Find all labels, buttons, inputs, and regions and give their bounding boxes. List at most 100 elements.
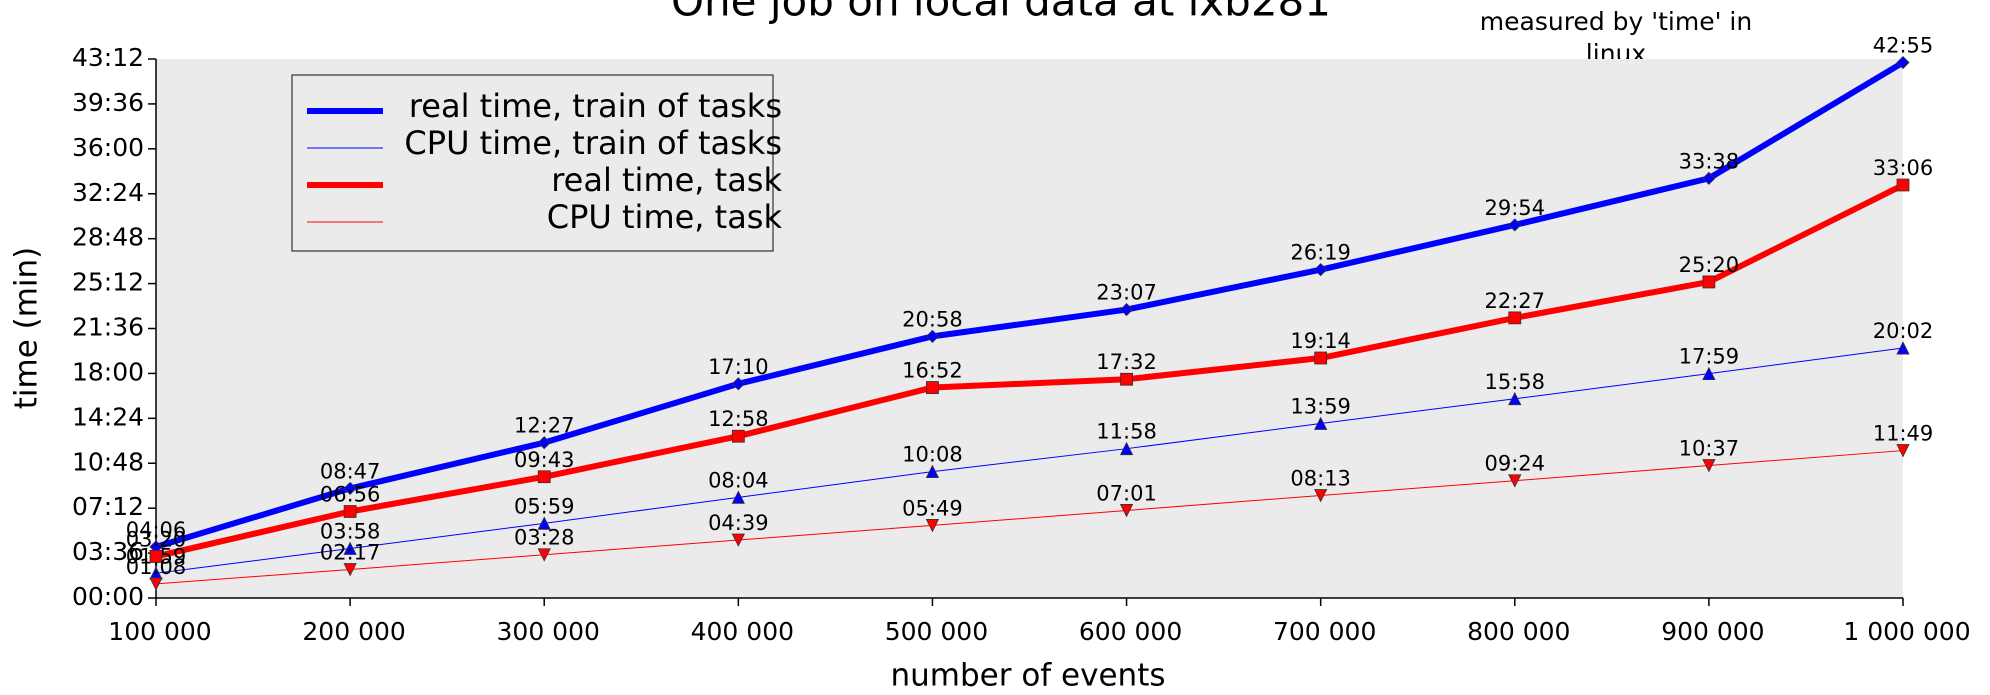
legend-label: CPU time, task (547, 198, 783, 236)
y-tick-label: 43:12 (72, 43, 144, 72)
marker (537, 548, 551, 562)
y-tick-label: 00:00 (72, 582, 144, 611)
marker (925, 464, 940, 478)
marker (1119, 441, 1134, 456)
data-label: 09:24 (1485, 452, 1546, 476)
x-axis-label: number of events (890, 658, 1165, 694)
marker (343, 481, 357, 495)
data-label: 03:20 (126, 527, 187, 551)
data-label: 12:27 (514, 414, 575, 438)
legend-label: real time, task (551, 161, 782, 199)
legend-label: real time, train of tasks (409, 87, 782, 125)
marker (149, 577, 163, 591)
marker (1508, 311, 1522, 325)
y-tick-label: 39:36 (72, 88, 144, 117)
data-label: 17:32 (1096, 350, 1157, 374)
marker (1314, 351, 1328, 365)
data-label: 16:52 (902, 359, 963, 383)
marker (1702, 171, 1716, 185)
data-label: 05:49 (902, 496, 963, 520)
annotation: measured by 'time' in (1480, 7, 1752, 36)
x-tick-label: 700 000 (1273, 617, 1376, 646)
data-label: 26:19 (1290, 241, 1351, 265)
legend-box (291, 74, 774, 252)
data-label: 06:56 (320, 482, 381, 506)
marker (731, 377, 745, 391)
data-label: 07:01 (1096, 481, 1157, 505)
data-label: 10:08 (902, 443, 963, 467)
data-label: 15:58 (1485, 370, 1546, 394)
data-label: 03:58 (320, 520, 381, 544)
marker (1119, 504, 1134, 518)
marker (537, 436, 551, 450)
series-line (155, 182, 1905, 560)
data-label: 03:28 (514, 526, 575, 550)
marker (537, 516, 551, 530)
data-label: 33:06 (1873, 156, 1934, 180)
marker (926, 381, 939, 394)
marker (343, 563, 357, 577)
data-label: 12:58 (708, 407, 769, 431)
data-label: 04:06 (126, 518, 187, 542)
data-label: 19:14 (1290, 329, 1351, 353)
marker (1702, 459, 1716, 473)
x-tick-label: 1 000 000 (1843, 617, 1970, 646)
x-tick-label: 600 000 (1079, 617, 1182, 646)
marker (925, 519, 940, 533)
x-tick-label: 300 000 (497, 617, 600, 646)
data-label: 29:54 (1485, 196, 1546, 220)
data-label: 04:39 (708, 511, 769, 535)
data-label: 08:47 (320, 459, 381, 483)
data-label: 02:17 (320, 541, 381, 565)
marker (1896, 55, 1910, 70)
legend-label: CPU time, train of tasks (404, 124, 782, 162)
marker (1120, 372, 1133, 386)
y-tick-label: 28:48 (72, 223, 144, 252)
data-label: 22:27 (1485, 289, 1546, 313)
marker (1896, 341, 1910, 355)
data-label: 09:43 (514, 448, 575, 472)
marker (343, 505, 357, 518)
y-tick-label: 03:36 (72, 537, 144, 566)
data-label: 42:55 (1873, 34, 1934, 58)
y-tick-label: 32:24 (72, 178, 144, 207)
y-tick-label: 10:48 (72, 447, 144, 476)
data-label: 10:37 (1679, 437, 1740, 461)
data-label: 20:02 (1873, 319, 1934, 343)
x-tick-label: 500 000 (885, 617, 988, 646)
series-line (155, 347, 1904, 574)
marker (149, 550, 163, 563)
x-tick-label: 200 000 (302, 617, 405, 646)
marker (1702, 275, 1716, 289)
marker (1508, 218, 1522, 232)
data-label: 13:59 (1290, 395, 1351, 419)
marker (925, 329, 940, 343)
marker (1896, 444, 1910, 458)
data-label: 05:59 (514, 494, 575, 518)
data-label: 08:04 (708, 468, 769, 492)
data-label: 11:58 (1096, 420, 1157, 444)
y-tick-label: 14:24 (72, 402, 144, 431)
data-label: 08:13 (1290, 466, 1351, 490)
x-tick-label: 100 000 (108, 617, 211, 646)
y-tick-label: 36:00 (72, 133, 144, 162)
marker (1508, 391, 1522, 406)
chart-title: One job on local data at lxb281 (671, 0, 1331, 26)
y-tick-label: 21:36 (72, 313, 144, 342)
series-line (155, 450, 1904, 585)
marker (537, 470, 551, 484)
x-tick-label: 400 000 (691, 617, 794, 646)
marker (1119, 303, 1134, 317)
series-line (155, 59, 1905, 550)
marker (343, 541, 357, 555)
data-label: 11:49 (1873, 422, 1934, 446)
marker (1314, 263, 1328, 277)
x-tick-label: 800 000 (1467, 617, 1570, 646)
marker (731, 490, 745, 504)
data-label: 01:08 (126, 555, 187, 579)
marker (1314, 489, 1328, 503)
marker (1508, 474, 1522, 488)
data-label: 20:58 (902, 307, 963, 331)
